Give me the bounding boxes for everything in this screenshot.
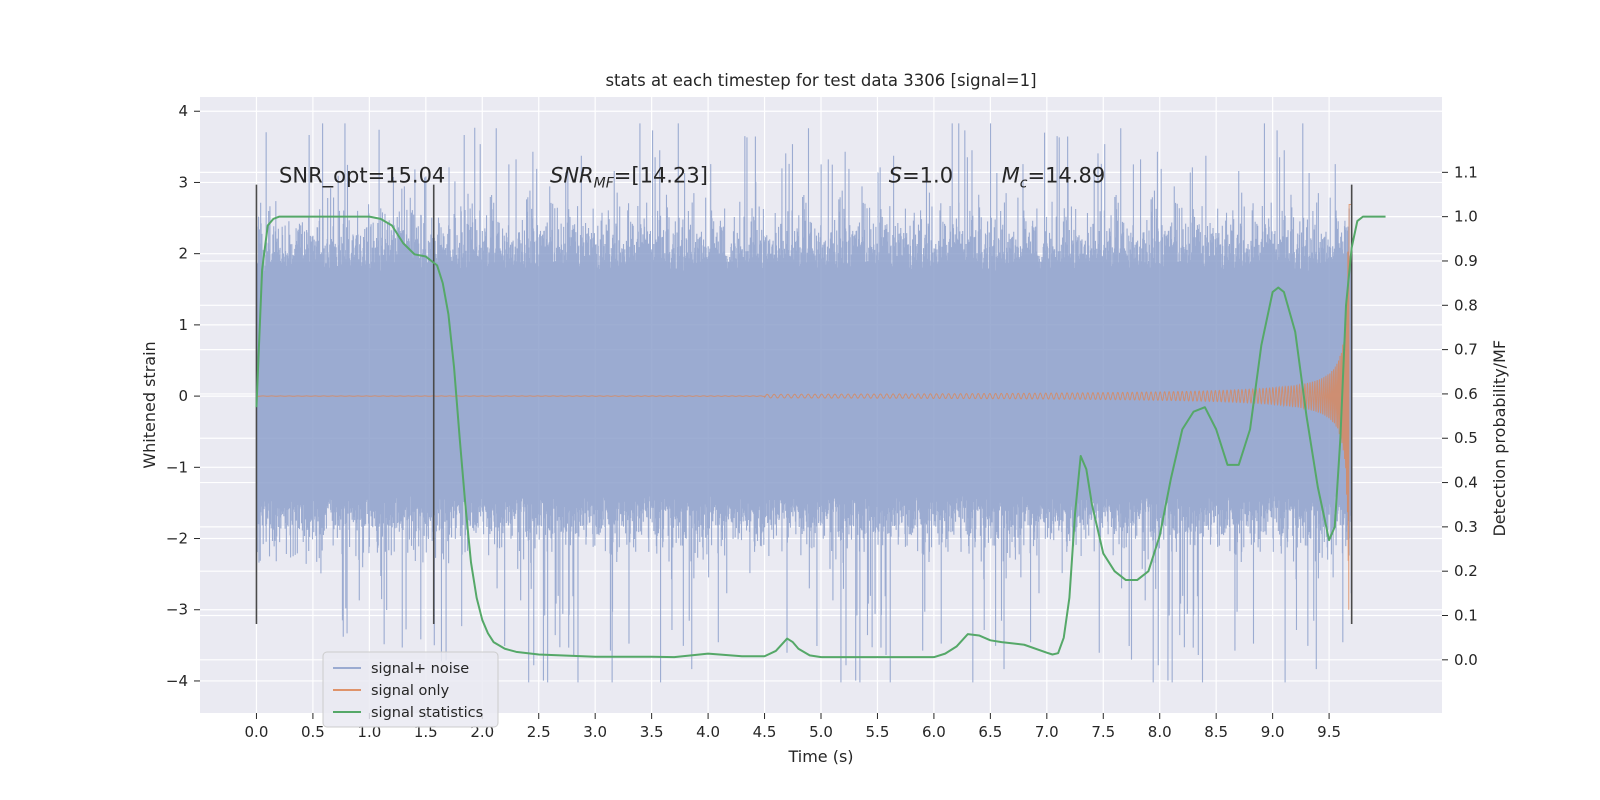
y2-axis-label: Detection probability/MF: [1490, 340, 1509, 537]
x-axis-label: Time (s): [787, 747, 853, 766]
y2-tick-label: 0.3: [1454, 518, 1478, 536]
y2-tick-label: 0.8: [1454, 296, 1478, 314]
x-tick-label: 8.0: [1148, 723, 1172, 741]
x-tick-label: 5.0: [809, 723, 833, 741]
y2-tick-label: 0.7: [1454, 341, 1478, 359]
y2-axis-ticks: 0.0 0.1 0.2 0.3 0.4 0.5 0.6 0.7 0.8 0.9 1.0 1.1: [1442, 163, 1478, 669]
y-tick-label: 4: [178, 102, 188, 120]
y-tick-label: −2: [166, 530, 188, 548]
stats-trace: [255, 215, 1386, 659]
annotations: SNR_opt=15.04 SNRMF=[14.23] S=1.0 Mc=14.89: [279, 163, 1105, 191]
annotation-text: SNRMF=[14.23]: [550, 163, 708, 191]
x-tick-label: 6.0: [922, 723, 946, 741]
y2-tick-label: 0.9: [1454, 252, 1478, 270]
chart-title: stats at each timestep for test data 330…: [605, 71, 1036, 90]
x-tick-label: 4.5: [753, 723, 777, 741]
legend: signal+ noise signal only signal statistic…: [322, 651, 499, 728]
y2-tick-label: 1.0: [1454, 208, 1478, 226]
x-tick-label: 5.5: [866, 723, 890, 741]
y-tick-label: −1: [166, 458, 188, 476]
x-tick-label: 0.5: [301, 723, 325, 741]
x-tick-label: 3.0: [583, 723, 607, 741]
x-tick-label: 6.5: [978, 723, 1002, 741]
series-signal-statistics: [255, 215, 1386, 659]
x-tick-label: 7.5: [1091, 723, 1115, 741]
x-tick-label: 8.5: [1204, 723, 1228, 741]
annotation-text: S=1.0: [889, 163, 953, 187]
x-tick-label: 7.0: [1035, 723, 1059, 741]
legend-box: [322, 651, 499, 728]
y2-tick-label: 0.4: [1454, 474, 1478, 492]
series-signal-only: [256, 203, 1352, 610]
x-tick-label: 3.5: [640, 723, 664, 741]
y-axis-ticks: −4 −3 −2 −1 0 1 2 3 4: [166, 102, 200, 690]
x-tick-label: 2.5: [527, 723, 551, 741]
x-tick-label: 0.0: [245, 723, 269, 741]
legend-label-noise: signal+ noise: [371, 661, 469, 677]
x-tick-label: 9.5: [1317, 723, 1341, 741]
y-axis-label: Whitened strain: [140, 341, 159, 468]
y-tick-label: −3: [166, 601, 188, 619]
x-tick-label: 9.0: [1261, 723, 1285, 741]
y2-tick-label: 1.1: [1454, 163, 1478, 181]
y2-tick-label: 0.5: [1454, 429, 1478, 447]
legend-label-stats: signal statistics: [371, 705, 483, 721]
y2-tick-label: 0.6: [1454, 385, 1478, 403]
y-tick-label: 0: [178, 387, 188, 405]
x-axis-ticks: 0.0 0.5 1.0 1.5 2.0 2.5 3.0 3.5 4.0 4.5 5.0 5.5 6.0 6…: [245, 713, 1341, 741]
y-tick-label: 2: [178, 245, 188, 263]
y2-tick-label: 0.1: [1454, 607, 1478, 625]
y-tick-label: 1: [178, 316, 188, 334]
signal-trace: [256, 203, 1352, 610]
y2-tick-label: 0.2: [1454, 562, 1478, 580]
y2-tick-label: 0.0: [1454, 651, 1478, 669]
x-tick-label: 4.0: [696, 723, 720, 741]
annotation-text: SNR_opt=15.04: [279, 163, 445, 188]
y-tick-label: −4: [166, 672, 188, 690]
y-tick-label: 3: [178, 173, 188, 191]
annotation-text: Mc=14.89: [1002, 163, 1106, 191]
legend-label-signal: signal only: [371, 683, 450, 699]
